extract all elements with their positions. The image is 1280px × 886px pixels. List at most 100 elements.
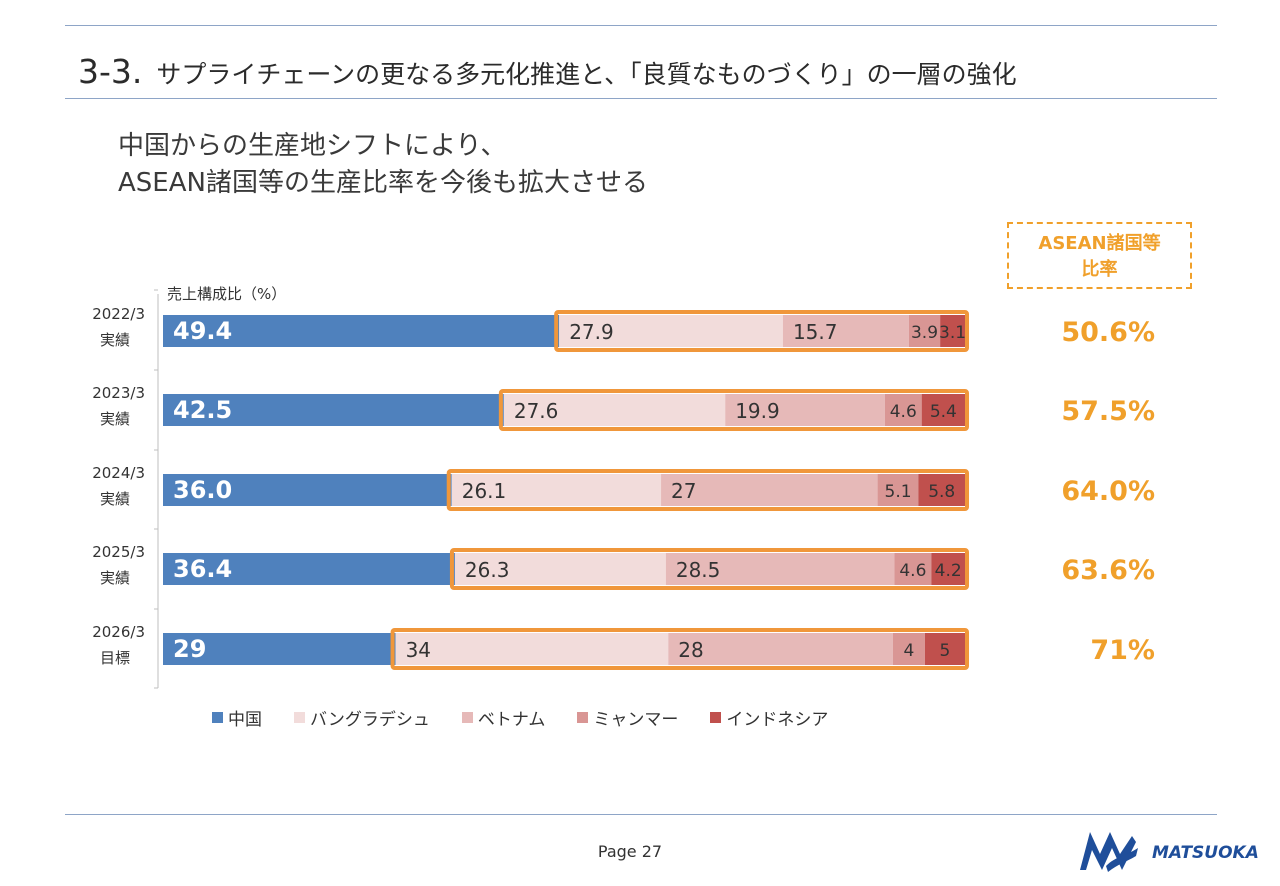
data-label: 5	[940, 641, 951, 661]
legend-item: ミャンマー	[577, 705, 678, 730]
data-label: 3.1	[939, 323, 966, 343]
legend-item: ベトナム	[461, 705, 546, 730]
legend-label: ミャンマー	[593, 709, 679, 730]
subtitle-line-1: 中国からの生産地シフトにより、	[118, 131, 507, 161]
legend-item: バングラデシュ	[294, 705, 430, 730]
legend-swatch	[577, 711, 589, 723]
asean-ratio-value: 63.6%	[1061, 555, 1155, 586]
data-label: 5.8	[928, 482, 955, 502]
bar-segment-0	[163, 474, 452, 506]
page-title: 3-3. サプライチェーンの更なる多元化推進と、「良質なものづくり」の一層の強化	[78, 50, 1017, 94]
asean-ratio-value: 71%	[1090, 635, 1155, 666]
legend-label: インドネシア	[726, 709, 829, 730]
stacked-bar-chart: 売上構成比（%） 2022/3 実績 49.4 27.9 15.7 3.9 3.1 50.6% 2…	[92, 285, 1155, 689]
bar-segment-1	[454, 553, 666, 585]
bottom-rule	[65, 814, 1217, 815]
asean-ratio-header-line-2: 比率	[1081, 259, 1118, 280]
subtitle-line-2: ASEAN諸国等の生産比率を今後も拡大させる	[118, 168, 648, 198]
legend-swatch	[461, 711, 473, 723]
data-label: 5.1	[885, 482, 912, 502]
category-label-period: 2023/3	[92, 384, 145, 402]
category-label-period: 2026/3	[92, 623, 145, 641]
bar-segment-4	[918, 474, 965, 506]
legend-label: ベトナム	[477, 709, 546, 730]
category-label-type: 実績	[100, 331, 130, 349]
data-label: 42.5	[173, 396, 232, 424]
data-label: 27.6	[514, 399, 559, 423]
subtitle: 中国からの生産地シフトにより、 ASEAN諸国等の生産比率を今後も拡大させる	[118, 128, 648, 202]
bar-segment-1	[395, 633, 669, 665]
logo-text: MATSUOKA	[1152, 843, 1259, 863]
bar-segment-2	[782, 315, 909, 347]
asean-ratio-value: 50.6%	[1061, 317, 1155, 348]
bar-segment-4	[940, 315, 965, 347]
data-label: 4	[903, 641, 914, 661]
data-label: 29	[173, 635, 206, 663]
data-label: 27	[671, 479, 696, 503]
legend-swatch	[212, 711, 223, 723]
bar-segment-3	[877, 474, 919, 506]
top-rule	[65, 25, 1217, 26]
data-label: 4.6	[890, 402, 917, 422]
data-label: 28.5	[676, 558, 721, 582]
data-label: 26.1	[462, 479, 507, 503]
bar-segment-1	[559, 315, 783, 347]
asean-ratio-value: 57.5%	[1061, 396, 1155, 427]
bar-segment-1	[451, 474, 662, 506]
bar-segment-3	[894, 553, 932, 585]
asean-ratio-header-line-1: ASEAN諸国等	[1038, 233, 1161, 254]
asean-highlight-box	[498, 389, 969, 431]
bar-segment-0	[163, 315, 560, 347]
bar-segment-0	[163, 553, 455, 585]
bar-segment-2	[665, 553, 895, 585]
page-number: Page 27	[597, 842, 663, 861]
data-label: 36.0	[173, 476, 232, 504]
category-label-type: 実績	[100, 410, 130, 428]
category-label-period: 2022/3	[92, 305, 145, 323]
asean-highlight-box	[554, 310, 969, 352]
bar-segment-1	[503, 394, 726, 426]
category-label-period: 2024/3	[92, 464, 145, 482]
title-rule	[65, 98, 1217, 99]
data-label: 5.4	[930, 402, 957, 422]
title-text: サプライチェーンの更なる多元化推進と、「良質なものづくり」の一層の強化	[156, 60, 1017, 89]
data-label: 26.3	[465, 558, 510, 582]
bar-segment-0	[163, 633, 396, 665]
legend-swatch	[294, 711, 305, 723]
data-label: 4.6	[899, 561, 926, 581]
bar-segment-2	[725, 394, 885, 426]
category-label-type: 実績	[100, 490, 130, 508]
bar-segment-3	[884, 394, 922, 426]
data-label: 36.4	[173, 555, 232, 583]
bar-segment-2	[661, 474, 878, 506]
category-label-type: 実績	[100, 569, 130, 587]
legend-label: 中国	[228, 709, 262, 730]
asean-highlight-box	[449, 548, 970, 590]
chart-legend: 中国 バングラデシュ ベトナム ミャンマー インドネシア	[212, 704, 860, 730]
bar-segment-4	[924, 633, 965, 665]
asean-highlight-box	[390, 628, 969, 670]
data-label: 19.9	[735, 399, 780, 423]
matsuoka-logo: MATSUOKA	[1080, 832, 1259, 872]
legend-label: バングラデシュ	[310, 709, 430, 730]
bar-segment-3	[908, 315, 941, 347]
data-label: 4.2	[935, 561, 962, 581]
legend-item: 中国	[212, 705, 262, 730]
bar-segment-0	[163, 394, 504, 426]
data-label: 34	[406, 638, 431, 662]
bar-segment-2	[668, 633, 893, 665]
asean-ratio-value: 64.0%	[1061, 476, 1155, 507]
category-label-type: 目標	[100, 649, 130, 667]
data-label: 28	[678, 638, 703, 662]
data-label: 3.9	[911, 323, 938, 343]
unit-label: 売上構成比（%）	[167, 285, 286, 303]
data-label: 49.4	[173, 317, 232, 345]
legend-swatch	[710, 711, 722, 723]
section-number: 3-3.	[78, 52, 143, 91]
category-label-period: 2025/3	[92, 543, 145, 561]
bar-segment-4	[931, 553, 965, 585]
legend-item: インドネシア	[710, 705, 828, 730]
data-label: 27.9	[569, 320, 614, 344]
bar-segment-3	[892, 633, 925, 665]
bar-segment-4	[921, 394, 965, 426]
